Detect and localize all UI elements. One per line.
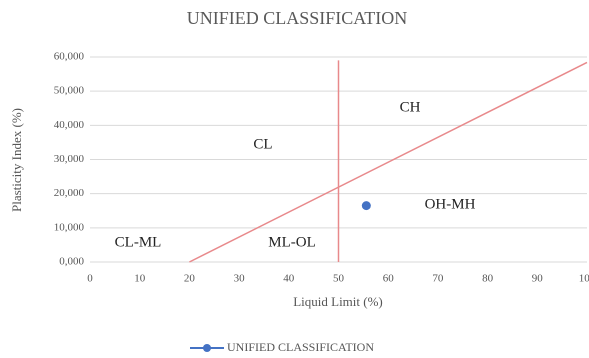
zone-label: CL-ML [115, 234, 162, 250]
x-tick-label: 80 [482, 273, 494, 285]
zone-label: CH [400, 99, 421, 115]
zone-label: CL [253, 136, 272, 152]
y-tick-label: 10,000 [54, 221, 85, 233]
y-tick-label: 60,000 [54, 51, 85, 63]
x-tick-label: 50 [333, 273, 345, 285]
x-tick-label: 40 [283, 273, 295, 285]
x-tick-label: 60 [383, 273, 395, 285]
x-tick-label: 0 [87, 273, 93, 285]
reference-line [189, 61, 588, 263]
y-tick-label: 30,000 [54, 153, 85, 165]
y-axis-title: Plasticity Index (%) [9, 108, 24, 212]
legend-marker [203, 344, 211, 352]
data-point [361, 201, 371, 211]
legend-label: UNIFIED CLASSIFICATION [227, 340, 374, 354]
y-tick-label: 50,000 [54, 85, 85, 97]
x-tick-label: 20 [184, 273, 196, 285]
chart-title: UNIFIED CLASSIFICATION [187, 8, 408, 28]
zone-label: OH-MH [425, 196, 476, 212]
x-tick-label: 100 [579, 273, 589, 285]
x-axis-title: Liquid Limit (%) [293, 294, 383, 309]
x-tick-label: 10 [134, 273, 146, 285]
y-tick-label: 40,000 [54, 119, 85, 131]
zone-label: ML-OL [268, 234, 316, 250]
x-tick-label: 30 [234, 273, 246, 285]
y-tick-label: 0,000 [59, 256, 84, 268]
x-tick-label: 90 [532, 273, 544, 285]
y-tick-label: 20,000 [54, 187, 85, 199]
x-tick-label: 70 [432, 273, 444, 285]
